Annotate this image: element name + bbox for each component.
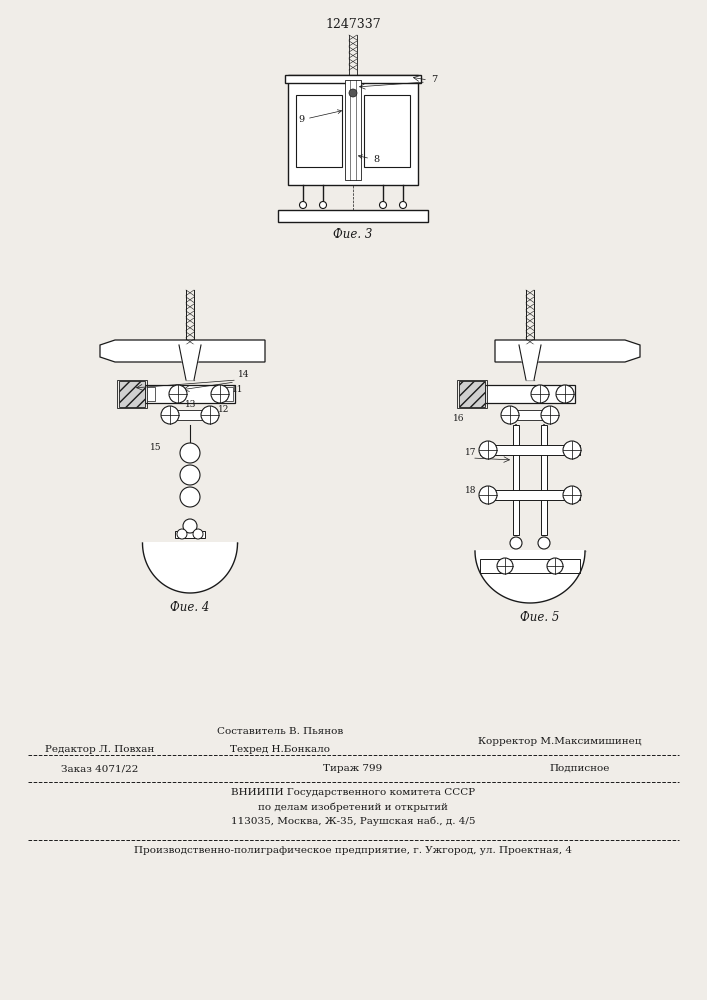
Bar [364,95,410,167]
Bar [147,387,155,401]
Circle shape [161,406,179,424]
Text: Фие. 4: Фие. 4 [170,601,210,614]
Bar [457,380,487,408]
Bar [175,531,205,538]
Bar [510,410,550,420]
Circle shape [349,89,357,97]
Bar [145,385,235,403]
Circle shape [169,385,187,403]
Bar [117,380,147,408]
Text: 7: 7 [431,76,437,85]
Text: 14: 14 [238,370,250,379]
Text: 12: 12 [218,405,229,414]
Text: Подписное: Подписное [550,764,610,773]
Text: ВНИИПИ Государственного комитета СССР: ВНИИПИ Государственного комитета СССР [231,788,475,797]
Bar [170,410,210,420]
Bar [480,445,580,455]
Text: 11: 11 [232,385,243,394]
Circle shape [538,537,550,549]
Circle shape [531,385,549,403]
Circle shape [563,486,581,504]
Circle shape [541,406,559,424]
Circle shape [479,486,497,504]
Text: 8: 8 [358,155,379,164]
Polygon shape [143,543,238,593]
Text: 9: 9 [298,110,341,124]
Bar [296,95,342,167]
Text: Редактор Л. Повхан: Редактор Л. Повхан [45,745,155,754]
Circle shape [300,202,307,209]
Bar [285,75,421,83]
Text: 15: 15 [150,443,162,452]
Polygon shape [179,345,201,380]
Polygon shape [475,551,585,603]
Text: Заказ 4071/22: Заказ 4071/22 [62,764,139,773]
Text: 1247337: 1247337 [325,18,381,31]
Text: 16: 16 [453,414,464,423]
Text: 113035, Москва, Ж-35, Раушская наб., д. 4/5: 113035, Москва, Ж-35, Раушская наб., д. … [230,816,475,826]
Circle shape [193,529,203,539]
Circle shape [180,443,200,463]
Circle shape [180,465,200,485]
Bar [513,425,519,535]
Text: 18: 18 [465,486,477,495]
Text: Составитель В. Пьянов: Составитель В. Пьянов [217,727,343,736]
Circle shape [201,406,219,424]
Circle shape [563,441,581,459]
Text: Фие. 5: Фие. 5 [520,611,560,624]
Circle shape [180,487,200,507]
Circle shape [177,529,187,539]
Bar [541,425,547,535]
Bar [485,385,575,403]
Circle shape [380,202,387,209]
Bar [119,381,145,407]
Text: Корректор М.Максимишинец: Корректор М.Максимишинец [478,737,642,746]
Bar [225,387,233,401]
Circle shape [510,537,522,549]
Circle shape [399,202,407,209]
Bar [288,75,418,185]
Text: Техред Н.Бонкало: Техред Н.Бонкало [230,745,330,754]
Circle shape [183,519,197,533]
Circle shape [479,441,497,459]
Circle shape [320,202,327,209]
Text: Фие. 3: Фие. 3 [333,228,373,241]
Polygon shape [519,345,541,380]
Polygon shape [495,340,640,362]
Text: Тираж 799: Тираж 799 [323,764,382,773]
Bar [278,210,428,222]
Bar [345,80,361,180]
Circle shape [501,406,519,424]
Bar [459,381,485,407]
Text: 17: 17 [465,448,477,457]
Text: по делам изобретений и открытий: по делам изобретений и открытий [258,802,448,812]
Circle shape [556,385,574,403]
Text: Производственно-полиграфическое предприятие, г. Ужгород, ул. Проектная, 4: Производственно-полиграфическое предприя… [134,846,572,855]
Circle shape [211,385,229,403]
Circle shape [547,558,563,574]
Circle shape [497,558,513,574]
Bar [480,559,580,573]
Text: 13: 13 [185,400,197,409]
Polygon shape [100,340,265,362]
Bar [480,490,580,500]
